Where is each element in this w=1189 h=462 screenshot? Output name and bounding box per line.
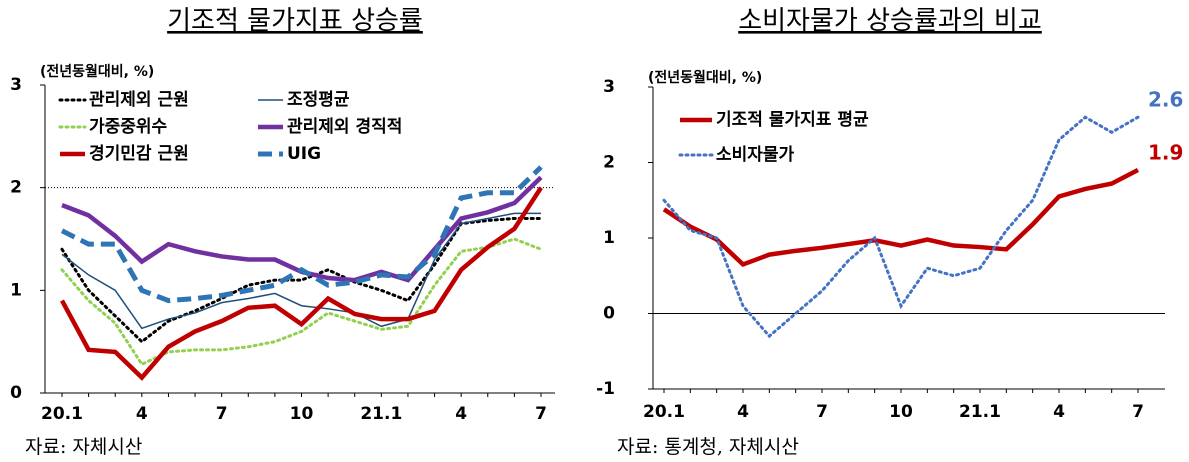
series-line bbox=[662, 115, 1140, 339]
series-line bbox=[61, 212, 541, 330]
y-tick-label: 1 bbox=[603, 228, 615, 248]
legend-label: 소비자물가 bbox=[716, 145, 795, 165]
x-tick-label: 21.1 bbox=[959, 402, 1001, 422]
x-tick-label: 10 bbox=[290, 404, 314, 424]
y-tick-label: 0 bbox=[10, 383, 22, 403]
legend-label: 조정평균 bbox=[287, 90, 350, 110]
chart-title: 기조적 물가지표 상승률 bbox=[167, 6, 423, 36]
x-tick-label: 7 bbox=[1132, 402, 1144, 422]
x-tick-label: 21.1 bbox=[360, 404, 402, 424]
source: 자료: 통계청, 자체시산 bbox=[617, 436, 799, 458]
legend-label: 경기민감 근원 bbox=[89, 144, 189, 164]
legend-label: 가중중위수 bbox=[89, 117, 168, 137]
x-tick-label: 4 bbox=[1053, 402, 1065, 422]
data-label: 1.9 bbox=[1148, 141, 1183, 165]
x-tick-label: 7 bbox=[816, 402, 828, 422]
axis-unit: (전년동월대비, %) bbox=[40, 63, 154, 80]
x-tick-label: 4 bbox=[737, 402, 749, 422]
x-tick-label: 10 bbox=[889, 402, 913, 422]
y-tick-label: 3 bbox=[603, 77, 615, 97]
y-tick-label: 2 bbox=[10, 178, 22, 198]
legend-label: UIG bbox=[287, 144, 321, 164]
y-tick-label: -1 bbox=[596, 379, 615, 399]
x-tick-label: 7 bbox=[216, 404, 228, 424]
y-tick-label: 1 bbox=[10, 280, 22, 300]
x-tick-label: 4 bbox=[136, 404, 148, 424]
legend-label: 관리제외 경직적 bbox=[287, 117, 402, 137]
legend-label: 기조적 물가지표 평균 bbox=[716, 110, 869, 130]
data-label: 2.6 bbox=[1148, 88, 1183, 112]
x-tick-label: 7 bbox=[535, 404, 547, 424]
series-line bbox=[60, 237, 543, 367]
x-tick-label: 4 bbox=[455, 404, 467, 424]
source: 자료: 자체시산 bbox=[25, 436, 142, 458]
axis-unit: (전년동월대비, %) bbox=[648, 69, 762, 86]
series-line bbox=[60, 186, 543, 381]
series-line bbox=[662, 168, 1140, 268]
x-tick-label: 20.1 bbox=[41, 404, 83, 424]
y-tick-label: 0 bbox=[603, 304, 615, 324]
chart-title: 소비자물가 상승률과의 비교 bbox=[738, 6, 1042, 36]
y-tick-label: 3 bbox=[10, 75, 22, 95]
series-line bbox=[60, 165, 543, 304]
legend-label: 관리제외 근원 bbox=[89, 90, 189, 110]
y-tick-label: 2 bbox=[603, 153, 615, 173]
x-tick-label: 20.1 bbox=[643, 402, 685, 422]
